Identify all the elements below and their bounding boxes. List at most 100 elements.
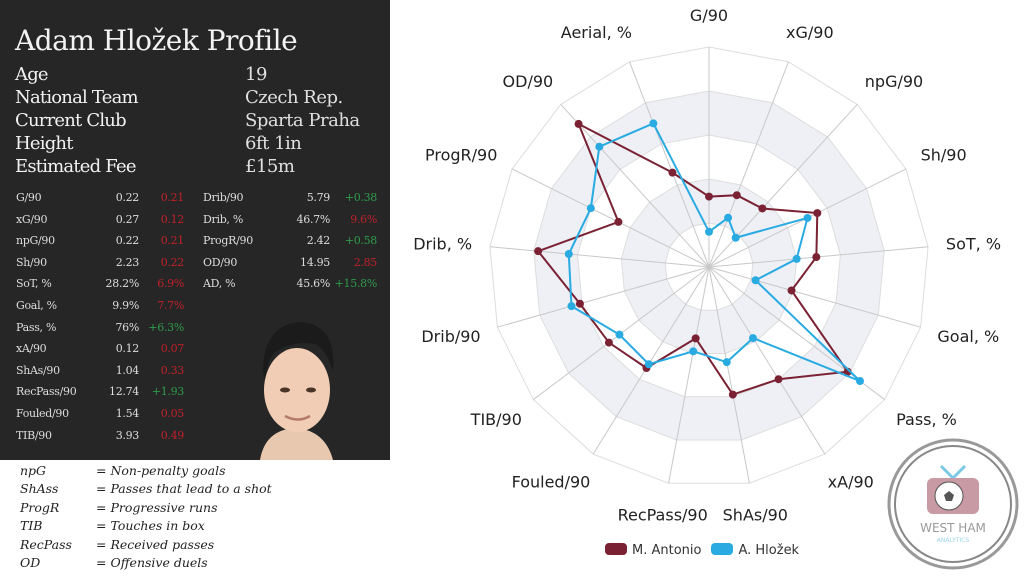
data-point — [813, 209, 822, 218]
stat-name: SoT, % — [16, 277, 52, 291]
data-point — [534, 247, 543, 256]
info-value: Czech Rep. — [245, 87, 343, 108]
stat-diff: 0.21 — [160, 191, 185, 204]
legend-label: A. Hložek — [738, 543, 800, 558]
axis-label: Aerial, % — [561, 23, 632, 42]
glossary-definition: = Received passes — [96, 536, 215, 552]
data-point — [614, 217, 623, 226]
axis-label: SoT, % — [946, 235, 1001, 254]
info-value: 6ft 1in — [245, 133, 302, 154]
data-point — [803, 213, 812, 222]
axis-spoke — [668, 266, 710, 484]
stat-value: 9.9% — [112, 299, 139, 312]
info-label: National Team — [15, 87, 139, 108]
axis-spoke — [560, 104, 710, 268]
stat-diff: 0.12 — [160, 212, 185, 226]
axis-label: Drib/90 — [421, 327, 480, 346]
info-value: Sparta Praha — [245, 110, 360, 131]
info-label: Age — [15, 64, 49, 85]
stat-diff: 0.33 — [160, 363, 185, 377]
stat-name: ProgR/90 — [203, 234, 253, 248]
legend: M. Antonio A. Hložek — [605, 543, 799, 558]
data-point — [567, 302, 576, 311]
logo-text: WEST HAM — [920, 521, 986, 535]
svg-text:ANALYTICS: ANALYTICS — [937, 537, 970, 544]
data-point — [615, 330, 624, 339]
stat-value: 28.2% — [105, 277, 140, 291]
data-point — [644, 360, 653, 369]
axis-label: ProgR/90 — [425, 146, 497, 165]
legend-label: M. Antonio — [632, 543, 702, 558]
legend-swatch — [605, 543, 627, 555]
data-point — [595, 142, 604, 151]
axis-spoke — [489, 246, 710, 268]
glossary-abbr: OD — [20, 555, 41, 570]
legend-swatch — [711, 543, 734, 555]
data-point — [774, 375, 783, 384]
axis-label: Fouled/90 — [512, 472, 591, 491]
data-point — [749, 334, 758, 343]
page-title: Adam Hložek Profile — [15, 24, 298, 57]
axis-label: ShAs/90 — [723, 506, 788, 525]
axis-label: xA/90 — [828, 472, 874, 491]
stat-value: 0.22 — [115, 191, 140, 204]
stat-name: Goal, % — [16, 299, 57, 312]
info-label: Current Club — [15, 110, 127, 131]
data-point — [689, 347, 698, 356]
glossary-definition: = Passes that lead to a shot — [96, 481, 272, 497]
axis-label: xG/90 — [786, 23, 834, 42]
info-label: Estimated Fee — [15, 156, 137, 177]
stat-diff: 7.7% — [157, 299, 184, 312]
axis-label: Sh/90 — [921, 146, 967, 165]
glossary-abbr: npG — [20, 463, 47, 478]
stat-diff: +0.38 — [344, 191, 378, 204]
axis-label: G/90 — [690, 6, 728, 25]
stat-value: 1.04 — [115, 363, 140, 377]
axis-spoke — [708, 266, 826, 455]
axis-label: OD/90 — [503, 72, 554, 91]
legend-item-hlozek[interactable]: A. Hložek — [711, 543, 799, 558]
data-point — [604, 338, 613, 347]
stat-name: xG/90 — [16, 212, 48, 226]
stat-name: Fouled/90 — [16, 407, 69, 420]
data-point — [564, 250, 573, 259]
stat-name: OD/90 — [203, 255, 238, 269]
glossary-abbr: TIB — [20, 518, 43, 534]
stat-diff: 0.22 — [160, 255, 185, 269]
data-point — [691, 334, 700, 343]
stat-name: TIB/90 — [16, 428, 52, 442]
legend-item-antonio[interactable]: M. Antonio — [605, 543, 701, 558]
west-ham-analytics-logo: WEST HAM ANALYTICS — [887, 438, 1019, 570]
glossary-abbr: ProgR — [20, 499, 60, 515]
data-point — [649, 119, 658, 128]
data-point — [787, 286, 796, 295]
data-point — [722, 358, 731, 367]
stat-diff: +15.8% — [334, 277, 378, 291]
data-point — [792, 254, 801, 263]
stat-value: 14.95 — [300, 255, 330, 269]
stat-diff: 0.21 — [160, 234, 185, 248]
data-point — [728, 390, 737, 399]
glossary-definition: = Offensive duels — [96, 555, 208, 570]
stat-name: AD, % — [203, 277, 236, 291]
glossary-definition: = Touches in box — [96, 518, 205, 534]
stat-name: ShAs/90 — [16, 363, 60, 377]
data-point — [574, 119, 583, 128]
series-line-1 — [567, 122, 861, 382]
axis-label: Drib, % — [413, 235, 472, 254]
stat-value: 76% — [115, 320, 139, 334]
axis-label: Goal, % — [937, 327, 999, 346]
axis-spoke — [592, 266, 710, 455]
data-point — [751, 276, 760, 285]
axis-spoke — [708, 266, 750, 484]
axis-spoke — [629, 61, 710, 268]
data-point — [731, 233, 740, 242]
data-point — [732, 191, 741, 200]
stat-value: 0.12 — [115, 342, 140, 356]
glossary-definition: = Non-penalty goals — [96, 463, 226, 478]
data-point — [586, 204, 595, 213]
data-point — [855, 377, 864, 386]
stat-value: 45.6% — [296, 277, 331, 291]
stat-value: 2.23 — [115, 255, 140, 269]
stat-value: 3.93 — [115, 428, 140, 442]
